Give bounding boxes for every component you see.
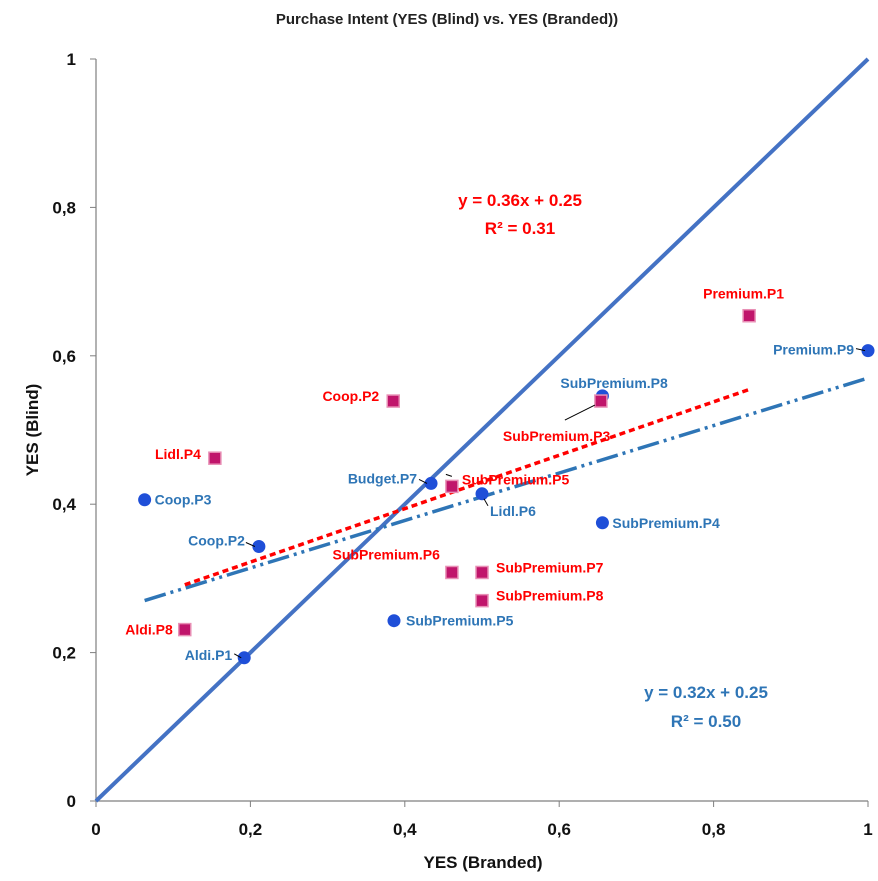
data-point [861, 344, 875, 358]
label-leader-line [855, 348, 866, 352]
trend-equations: y = 0.36x + 0.25 R² = 0.31 y = 0.32x + 0.2… [458, 191, 768, 731]
x-tick-label: 1 [863, 820, 872, 839]
point-label: SubPremium.P6 [333, 546, 441, 562]
data-point [445, 479, 459, 494]
point-label: Coop.P2 [322, 388, 379, 404]
data-point [475, 565, 489, 580]
blue-trend-equation: y = 0.32x + 0.25 [644, 683, 768, 702]
x-tick-label: 0 [91, 820, 100, 839]
data-point [237, 651, 251, 665]
data-point [742, 308, 756, 323]
label-leader-line [483, 498, 489, 507]
y-tick-label: 0,6 [52, 347, 76, 366]
red-trend-r2: R² = 0.31 [485, 219, 555, 238]
label-leader-line [245, 542, 256, 547]
x-tick-label: 0,6 [547, 820, 571, 839]
reference-line [94, 57, 870, 803]
data-point [208, 451, 222, 465]
y-tick-label: 0,8 [52, 198, 76, 217]
label-leader-line [445, 473, 453, 477]
trendline-0 [144, 376, 869, 603]
point-label: SubPremium.P7 [496, 559, 604, 575]
axes: 00 0,2 0,2 0,4 0,4 0,6 0,6 0,8 0,8 1 1 [52, 50, 872, 839]
data-point [386, 394, 400, 408]
y-axis-title: YES (Blind) [23, 384, 42, 477]
point-label: SubPremium.P5 [462, 471, 570, 487]
data-point [475, 487, 489, 501]
y-tick-label: 0,4 [52, 495, 76, 514]
label-leader-line [233, 653, 242, 659]
data-point [475, 593, 489, 608]
point-labels: Aldi.P1 Coop.P2 Coop.P3 Budget.P7 Lidl.P6 Sub… [125, 286, 866, 663]
x-tick-label: 0,8 [702, 820, 726, 839]
point-label: Aldi.P1 [185, 647, 233, 663]
point-label: SubPremium.P3 [503, 428, 611, 444]
data-point [387, 614, 401, 628]
point-label: SubPremium.P8 [496, 588, 604, 604]
point-label: Premium.P9 [773, 342, 854, 358]
chart-title: Purchase Intent (YES (Blind) vs. YES (Br… [276, 11, 618, 28]
point-label: SubPremium.P5 [406, 613, 514, 629]
point-label: Lidl.P4 [155, 446, 201, 462]
y-tick-label: 0 [67, 792, 76, 811]
red-trend-equation: y = 0.36x + 0.25 [458, 191, 582, 210]
point-label: SubPremium.P8 [560, 375, 668, 391]
label-leader-line [564, 404, 596, 421]
point-label: Lidl.P6 [490, 503, 536, 519]
x-tick-label: 0,4 [393, 820, 417, 839]
data-point [424, 476, 438, 490]
y-tick-label: 0,2 [52, 644, 76, 663]
reference-line-group [94, 57, 870, 803]
data-point [595, 516, 609, 530]
point-label: Premium.P1 [703, 286, 784, 302]
trendlines [144, 376, 869, 603]
x-axis-title: YES (Branded) [423, 853, 542, 872]
label-leader-line [418, 478, 428, 484]
data-point [252, 539, 266, 553]
data-point [178, 622, 192, 637]
y-tick-label: 1 [67, 50, 76, 69]
point-label: Aldi.P8 [125, 622, 173, 638]
point-label: SubPremium.P4 [612, 515, 720, 531]
data-points [138, 308, 875, 665]
point-label: Coop.P3 [155, 492, 212, 508]
point-label: Budget.P7 [348, 470, 417, 486]
x-tick-label: 0,2 [239, 820, 263, 839]
blue-trend-r2: R² = 0.50 [671, 712, 741, 731]
data-point [594, 394, 608, 408]
data-point [445, 565, 459, 580]
point-label: Coop.P2 [188, 532, 245, 548]
data-point [138, 493, 152, 507]
